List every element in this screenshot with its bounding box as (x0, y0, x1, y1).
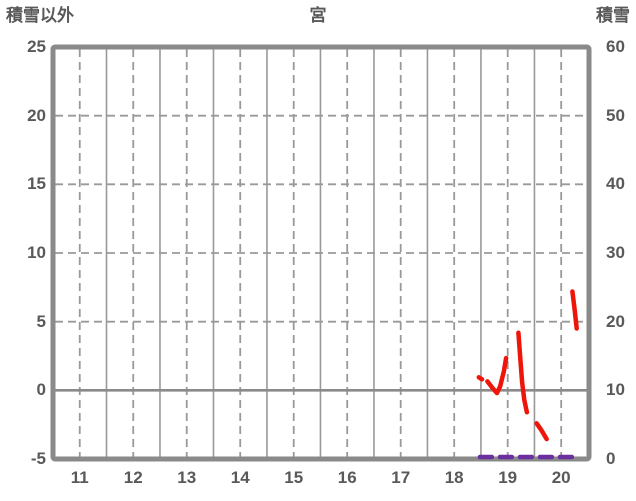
left-axis-tick-label: 10 (27, 243, 46, 262)
right-axis-title: 積雪 (596, 6, 630, 25)
left-axis-title: 積雪以外 (6, 6, 74, 25)
red-line-stroke (516, 330, 530, 415)
red-line-stroke (570, 289, 579, 331)
right-axis-tick-label: 0 (606, 449, 616, 468)
right-axis-tick-label: 60 (606, 37, 625, 56)
left-axis-tick-label: 0 (36, 380, 46, 400)
right-axis-tick-label: 20 (606, 311, 625, 331)
left-axis-tick-label: 15 (27, 174, 46, 194)
x-axis-tick-label: 11 (70, 468, 89, 487)
red-line-stroke (485, 355, 509, 396)
x-axis-tick-label: 13 (177, 468, 197, 487)
x-axis-tick-label: 12 (123, 468, 143, 487)
red-line-stroke (534, 421, 549, 442)
right-axis-tick-label: 10 (606, 380, 625, 400)
x-axis-tick-label: 17 (391, 468, 411, 487)
red-line-stroke (476, 375, 485, 382)
plot-frame (50, 44, 592, 462)
x-axis-tick-label: 19 (498, 468, 518, 487)
left-axis-tick-label: 25 (27, 37, 46, 56)
left-axis-tick-label: 5 (36, 311, 46, 331)
x-axis-tick-label: 14 (230, 468, 250, 487)
right-axis-tick-label: 50 (606, 105, 625, 125)
chart-title: 宮 (309, 6, 327, 25)
x-axis-tick-label: 20 (551, 468, 571, 487)
right-axis-tick-label: 40 (606, 174, 625, 194)
left-axis-tick-label: -5 (30, 449, 46, 468)
x-axis-tick-label: 18 (444, 468, 464, 487)
left-axis-tick-label: 20 (27, 105, 46, 125)
right-axis-tick-label: 30 (606, 243, 625, 262)
x-axis-tick-label: 15 (284, 468, 304, 487)
x-axis-tick-label: 16 (337, 468, 357, 487)
